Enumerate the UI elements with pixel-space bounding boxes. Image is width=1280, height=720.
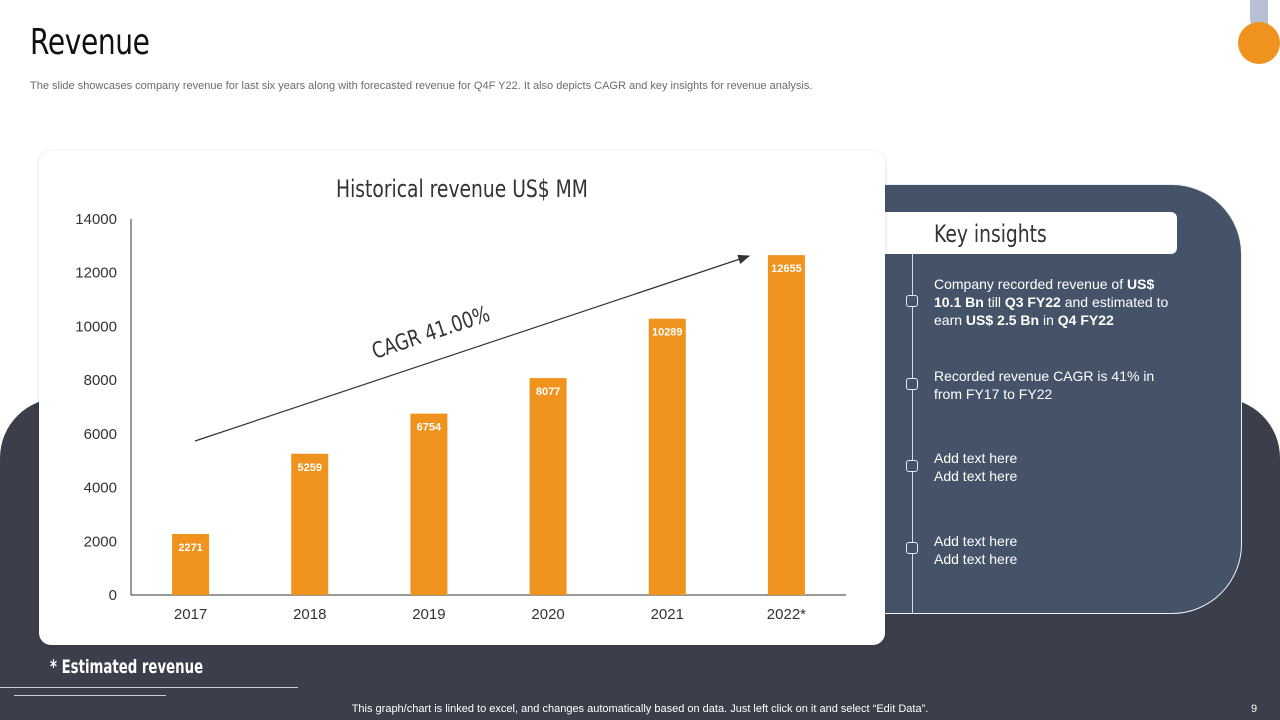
bar: [410, 413, 448, 595]
footnote-divider-long: [0, 687, 298, 688]
key-insights-panel: [830, 184, 1242, 614]
chart-title: Historical revenue US$ MM: [336, 176, 588, 204]
bar: [529, 378, 567, 595]
key-insights-header: [885, 212, 1177, 254]
insight-text-4: Add text here Add text here: [934, 532, 1034, 568]
bar-data-label: 8077: [536, 386, 560, 398]
bar: [172, 534, 210, 595]
insight-4-segment-1: Add text here Add text here: [934, 533, 1018, 567]
bar-data-label: 12655: [771, 263, 802, 275]
insight-3-segment-1: Add text here Add text here: [934, 450, 1018, 484]
insight-1-segment-1: Company recorded revenue of: [934, 276, 1127, 292]
cagr-arrow: [194, 254, 751, 442]
bar-data-label: 2271: [178, 542, 202, 554]
y-tick-label: 2000: [84, 533, 117, 550]
insight-bullet-1: [906, 295, 918, 307]
insight-2-segment-1: Recorded revenue CAGR is 41% in from FY1…: [934, 368, 1155, 402]
x-tick-label: 2020: [531, 606, 564, 623]
insight-1-segment-6: US$ 2.5 Bn: [965, 312, 1040, 328]
y-tick-label: 8000: [84, 372, 117, 389]
page-number: 9: [1251, 703, 1258, 715]
y-tick-label: 10000: [75, 318, 117, 335]
bar-data-label: 5259: [298, 462, 322, 474]
bar: [291, 453, 329, 595]
bar-data-label: 6754: [417, 422, 442, 434]
revenue-bar-chart: Historical revenue US$ MM 0 2000 4000 6000 80…: [75, 176, 846, 623]
insight-1-segment-5: and estimated to earn: [934, 294, 1169, 328]
y-tick-label: 6000: [84, 426, 117, 443]
y-tick-label: 14000: [75, 211, 117, 228]
decorative-circle: [1238, 22, 1280, 64]
y-tick-label: 12000: [75, 265, 117, 282]
page-subtitle: The slide showcases company revenue for …: [30, 80, 813, 92]
chart-card: Historical revenue US$ MM 0 2000 4000 6000 80…: [39, 151, 885, 645]
estimated-footnote: * Estimated revenue: [50, 656, 204, 678]
bar: [767, 255, 805, 595]
bar: [648, 318, 686, 595]
insight-bullet-3: [906, 460, 918, 472]
bar-data-label: 10289: [652, 327, 683, 339]
key-insights-title: Key insights: [934, 220, 1047, 248]
insight-bullet-4: [906, 542, 918, 554]
x-tick-label: 2021: [651, 606, 684, 623]
insight-text-1: Company recorded revenue of US$ 10.1 Bn …: [934, 275, 1174, 329]
page-title: Revenue: [30, 22, 150, 63]
y-tick-label: 0: [109, 587, 117, 604]
chart-linked-note: This graph/chart is linked to excel, and…: [351, 703, 929, 715]
insight-1-segment-3: till: [983, 294, 1005, 310]
insight-1-segment-4: Q3 FY22: [1004, 294, 1061, 310]
insight-1-segment-2: US$ 10.1 Bn: [934, 276, 1155, 310]
x-tick-label: 2018: [293, 606, 326, 623]
insight-1-segment-8: Q4 FY22: [1057, 312, 1114, 328]
x-tick-label: 2017: [174, 606, 207, 623]
y-tick-label: 4000: [84, 480, 117, 497]
insight-bullet-2: [906, 378, 918, 390]
insight-text-2: Recorded revenue CAGR is 41% in from FY1…: [934, 367, 1174, 403]
x-tick-label: 2022*: [767, 606, 806, 623]
insights-timeline-line: [912, 254, 913, 614]
x-tick-label: 2019: [412, 606, 445, 623]
footnote-divider-short: [14, 695, 166, 696]
insight-text-3: Add text here Add text here: [934, 449, 1034, 485]
insight-1-segment-7: in: [1039, 312, 1058, 328]
cagr-annotation: CAGR 41.00%: [369, 301, 493, 364]
